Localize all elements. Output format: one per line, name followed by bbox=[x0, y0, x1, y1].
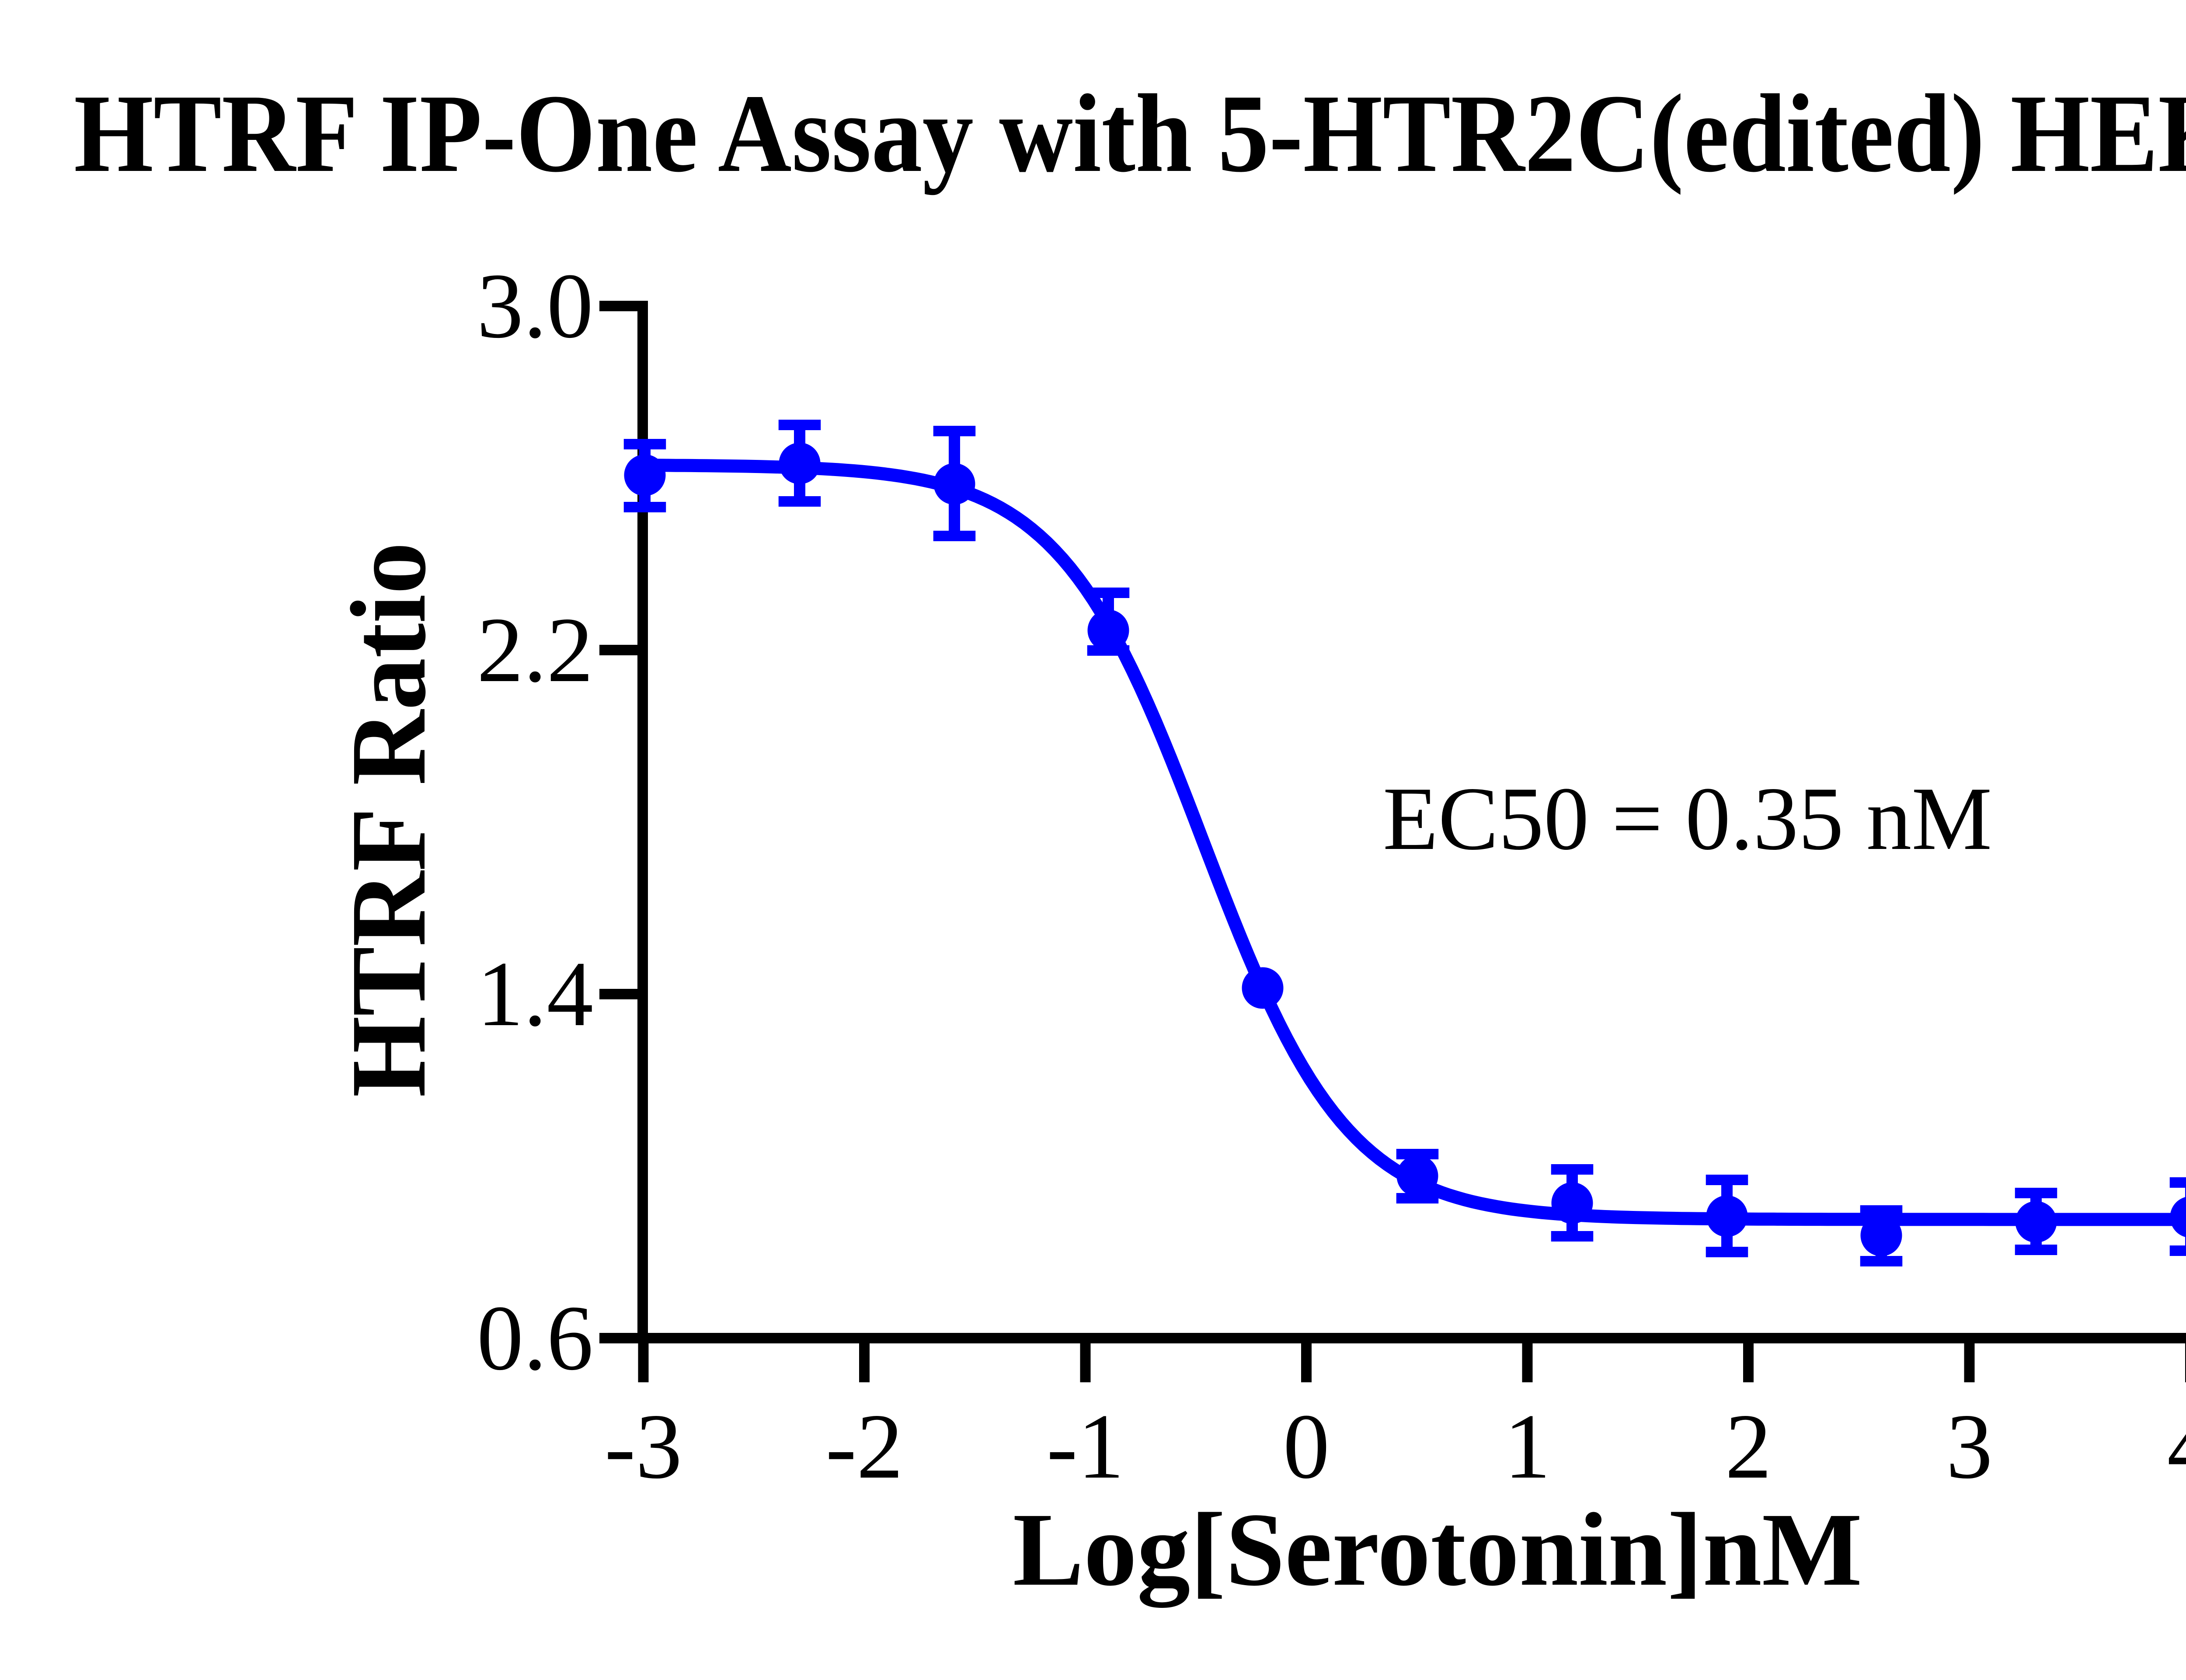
svg-text:EC50 = 0.35 nM: EC50 = 0.35 nM bbox=[1383, 769, 1992, 869]
svg-text:HTRF Ratio: HTRF Ratio bbox=[329, 542, 448, 1097]
svg-text:3.0: 3.0 bbox=[477, 254, 593, 358]
svg-text:HTRF IP-One Assay with 5-HTR2C: HTRF IP-One Assay with 5-HTR2C(edited) H… bbox=[74, 72, 2186, 195]
svg-text:2.2: 2.2 bbox=[477, 598, 593, 702]
svg-text:Log[Serotonin]nM: Log[Serotonin]nM bbox=[1013, 1491, 1862, 1608]
svg-text:3: 3 bbox=[1946, 1395, 1993, 1498]
svg-text:1: 1 bbox=[1504, 1395, 1551, 1498]
svg-text:-3: -3 bbox=[605, 1395, 682, 1498]
svg-text:0.6: 0.6 bbox=[477, 1287, 593, 1390]
svg-text:-1: -1 bbox=[1047, 1395, 1124, 1498]
svg-text:2: 2 bbox=[1725, 1395, 1772, 1498]
svg-text:-2: -2 bbox=[825, 1395, 903, 1498]
svg-text:4: 4 bbox=[2167, 1395, 2186, 1498]
svg-text:0: 0 bbox=[1283, 1395, 1330, 1498]
svg-text:1.4: 1.4 bbox=[477, 943, 593, 1046]
